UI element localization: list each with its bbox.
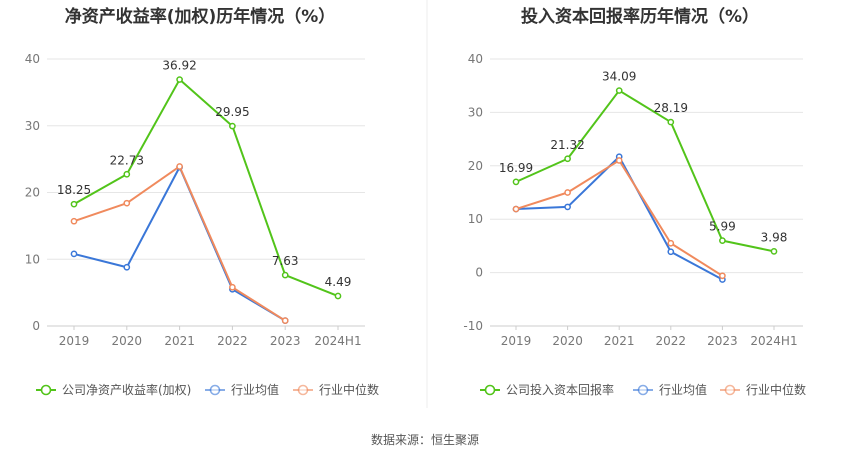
data-label: 21.32 bbox=[550, 138, 584, 152]
x-tick-label: 2023 bbox=[270, 334, 301, 348]
x-tick-label: 2024H1 bbox=[750, 334, 797, 348]
data-label: 5.99 bbox=[709, 220, 736, 234]
x-tick-label: 2022 bbox=[656, 334, 687, 348]
legend-swatch-marker bbox=[724, 384, 736, 396]
data-point bbox=[123, 263, 131, 271]
data-label: 18.25 bbox=[57, 183, 91, 197]
data-point bbox=[70, 200, 78, 208]
data-point bbox=[176, 76, 183, 83]
y-tick-label: 10 bbox=[25, 252, 40, 266]
data-point bbox=[615, 157, 623, 164]
data-point bbox=[70, 217, 78, 225]
data-label: 22.73 bbox=[110, 153, 144, 167]
x-tick-label: 2019 bbox=[59, 334, 90, 348]
legend-label: 公司投入资本回报率 bbox=[506, 382, 614, 397]
data-point bbox=[770, 247, 778, 255]
data-point bbox=[564, 155, 571, 163]
legend-swatch-marker bbox=[637, 384, 649, 396]
data-label: 28.19 bbox=[654, 101, 688, 115]
legend-swatch-marker bbox=[297, 384, 309, 396]
data-point bbox=[123, 199, 131, 207]
legend-label: 行业中位数 bbox=[746, 382, 806, 397]
legend-label: 行业均值 bbox=[659, 382, 707, 397]
chart-title: 净资产收益率(加权)历年情况（%） bbox=[65, 6, 336, 27]
data-point bbox=[281, 271, 289, 279]
y-tick-label: -10 bbox=[463, 319, 483, 333]
y-tick-label: 40 bbox=[468, 52, 483, 66]
legend-swatch-marker bbox=[484, 384, 496, 396]
data-point bbox=[564, 189, 571, 196]
data-point bbox=[229, 122, 236, 130]
legend-label: 行业均值 bbox=[231, 382, 279, 397]
chart-title: 投入资本回报率历年情况（%） bbox=[521, 6, 759, 27]
data-point bbox=[334, 292, 342, 300]
series-line-1 bbox=[73, 78, 339, 297]
x-tick-label: 2019 bbox=[501, 334, 532, 348]
data-point bbox=[281, 317, 289, 325]
data-source: 数据来源：恒生聚源 bbox=[371, 432, 479, 447]
data-point bbox=[512, 178, 520, 186]
x-tick-label: 2021 bbox=[164, 334, 195, 348]
data-point bbox=[615, 87, 623, 94]
data-label: 29.95 bbox=[215, 105, 249, 119]
legend-label: 公司净资产收益率(加权) bbox=[62, 382, 191, 397]
data-point bbox=[70, 250, 78, 258]
data-label: 16.99 bbox=[499, 161, 533, 175]
x-tick-label: 2021 bbox=[604, 334, 635, 348]
y-tick-label: 10 bbox=[468, 212, 483, 226]
x-tick-label: 2022 bbox=[217, 334, 248, 348]
data-point bbox=[667, 118, 675, 126]
y-tick-label: 40 bbox=[25, 52, 40, 66]
legend-label: 行业中位数 bbox=[319, 382, 379, 397]
chart-panel-1: 净资产收益率(加权)历年情况（%） 0 10 20 30 40 2019 2020 2021 20… bbox=[25, 6, 379, 397]
y-tick-label: 0 bbox=[475, 266, 483, 280]
legend-swatch-marker bbox=[40, 384, 52, 396]
series-line-2 bbox=[73, 166, 286, 322]
chart-panel-2: 投入资本回报率历年情况（%） -10 0 10 20 30 40 2019 2020 2021 20… bbox=[463, 6, 806, 397]
x-tick-label: 2024H1 bbox=[314, 334, 361, 348]
series-line-1 bbox=[515, 89, 775, 253]
x-tick-label: 2020 bbox=[112, 334, 143, 348]
data-point bbox=[564, 203, 571, 211]
data-point bbox=[229, 283, 236, 291]
data-point bbox=[667, 248, 675, 256]
data-point bbox=[719, 272, 726, 280]
data-label: 34.09 bbox=[602, 70, 636, 84]
data-label: 36.92 bbox=[162, 59, 196, 73]
data-point bbox=[123, 170, 131, 178]
data-point bbox=[176, 163, 183, 170]
y-tick-label: 0 bbox=[32, 319, 40, 333]
data-label: 7.63 bbox=[272, 254, 299, 268]
x-tick-label: 2020 bbox=[552, 334, 583, 348]
series-line-3 bbox=[73, 165, 286, 322]
data-label: 4.49 bbox=[325, 275, 352, 289]
data-point bbox=[512, 205, 520, 213]
series-line-2 bbox=[515, 155, 723, 281]
x-tick-label: 2023 bbox=[707, 334, 738, 348]
y-tick-label: 30 bbox=[468, 105, 483, 119]
data-label: 3.98 bbox=[761, 230, 788, 244]
data-point bbox=[667, 239, 675, 247]
y-tick-label: 20 bbox=[25, 186, 40, 200]
y-tick-label: 30 bbox=[25, 119, 40, 133]
legend-swatch-marker bbox=[209, 384, 221, 396]
series-line-3 bbox=[515, 159, 723, 277]
y-tick-label: 20 bbox=[468, 159, 483, 173]
data-point bbox=[719, 237, 726, 244]
